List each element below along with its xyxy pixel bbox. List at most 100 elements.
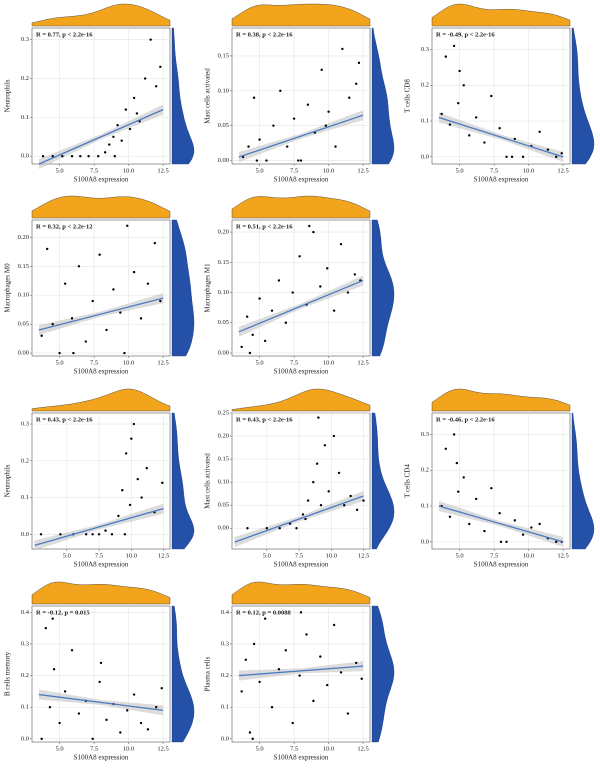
point	[297, 159, 300, 162]
point	[252, 96, 256, 99]
x-axis-label: S100A8 expression	[74, 368, 129, 376]
y-tick-label: 0.1	[21, 114, 29, 121]
y-tick-label: 0.0	[21, 531, 29, 538]
x-tick-label: 5.0	[56, 167, 64, 174]
y-tick-label: 0.2	[221, 672, 229, 679]
x-tick-label: 7.5	[290, 359, 298, 366]
point	[91, 533, 94, 536]
point	[77, 265, 81, 268]
point	[128, 127, 132, 131]
x-tick-label: 10.0	[523, 167, 534, 174]
point	[332, 623, 336, 627]
y-axis-label: Macrophages M0	[4, 263, 12, 313]
panel: 5.0 7.5 10.0 12.5 0.00 0.05 0.10 0.15 0.20 0.25 R …	[204, 388, 395, 569]
y-density	[371, 605, 395, 743]
point	[326, 267, 329, 270]
y-axis-label: Neutrophils	[4, 464, 12, 497]
x-tick-label: 10.0	[323, 745, 334, 752]
y-tick-label: 0.00	[218, 349, 229, 356]
point	[355, 508, 359, 512]
y-density	[171, 27, 195, 165]
point	[521, 533, 525, 536]
x-tick-label: 7.5	[95, 552, 103, 559]
plot-area	[231, 27, 371, 165]
point	[84, 340, 88, 343]
y-tick-label: 0.15	[218, 259, 229, 266]
point	[132, 270, 136, 274]
point	[462, 84, 465, 87]
point	[123, 351, 126, 355]
panel: 5.0 7.5 10.0 12.5 0.00 0.05 0.10 0.15 R = 0.38, …	[204, 3, 395, 184]
y-tick-label: 0.1	[21, 704, 29, 711]
y-tick-label: 0.2	[21, 457, 29, 464]
point	[538, 130, 541, 133]
point	[79, 155, 82, 158]
point	[560, 152, 563, 155]
point	[355, 661, 358, 665]
point	[339, 242, 343, 246]
point	[160, 687, 163, 690]
point	[91, 737, 94, 741]
y-tick-label: 0.1	[421, 118, 429, 125]
point	[284, 321, 288, 324]
x-density	[231, 3, 371, 27]
point	[530, 526, 533, 529]
point	[153, 241, 157, 245]
point	[312, 699, 315, 703]
point	[258, 138, 261, 141]
y-density	[371, 412, 395, 550]
point	[505, 155, 508, 159]
point	[58, 721, 61, 725]
annotation: R = 0.32, p < 2.2e-12	[36, 223, 93, 230]
point	[299, 159, 303, 162]
point	[457, 490, 460, 493]
point	[132, 693, 136, 696]
point	[505, 540, 508, 544]
point	[247, 145, 250, 148]
point	[132, 96, 136, 100]
panel: 5.0 7.5 10.0 12.5 0.0 0.1 0.2 0.3 0.4 R = 0.12, p…	[204, 581, 395, 762]
point	[255, 159, 259, 162]
point	[105, 718, 108, 722]
point	[159, 299, 162, 303]
point	[298, 674, 301, 677]
point	[98, 680, 101, 684]
point	[315, 462, 319, 465]
plot-area	[31, 605, 171, 743]
point	[521, 155, 525, 159]
point	[279, 89, 282, 92]
point	[149, 38, 152, 41]
point	[348, 96, 351, 99]
point	[319, 504, 323, 507]
point	[353, 273, 357, 276]
x-tick-label: 7.5	[490, 167, 498, 174]
x-tick-label: 7.5	[295, 552, 303, 559]
y-tick-label: 0.10	[18, 292, 29, 299]
x-tick-label: 5.0	[56, 745, 64, 752]
point	[339, 671, 343, 674]
point	[44, 626, 47, 630]
point	[52, 668, 56, 671]
x-tick-label: 7.5	[90, 745, 98, 752]
point	[112, 135, 115, 138]
point	[51, 322, 54, 326]
point	[240, 345, 243, 349]
point	[278, 527, 281, 530]
point	[135, 112, 139, 115]
plot-area	[431, 27, 571, 165]
point	[312, 480, 315, 484]
y-tick-label: 0.3	[21, 421, 29, 428]
point	[99, 661, 103, 665]
point	[458, 69, 461, 73]
x-tick-label: 10.0	[323, 167, 334, 174]
y-tick-label: 0.20	[218, 433, 229, 440]
x-tick-label: 5.0	[63, 552, 71, 559]
plot-area	[431, 412, 571, 550]
y-axis-label: T cells CD4	[404, 464, 412, 498]
point	[349, 494, 352, 498]
point	[284, 649, 288, 652]
point	[327, 110, 330, 113]
point	[272, 124, 275, 127]
y-tick-label: 0.2	[21, 672, 29, 679]
